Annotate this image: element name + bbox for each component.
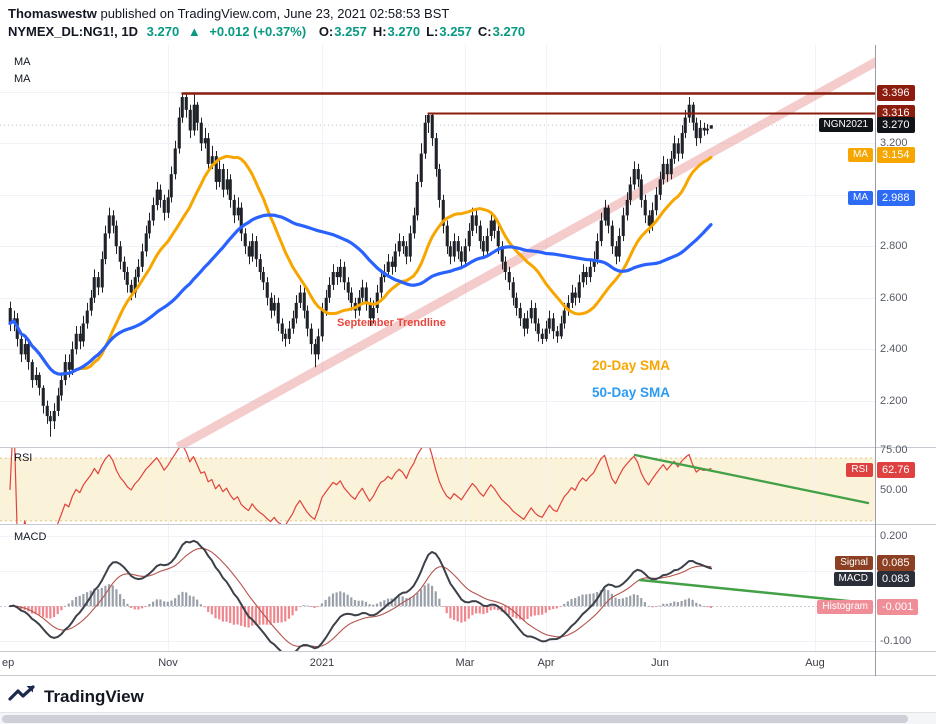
price-change: +0.012 (+0.37%) (209, 24, 307, 39)
pane-separator (0, 447, 936, 448)
sma50-annotation: 50-Day SMA (592, 385, 671, 400)
scrollbar-thumb[interactable] (2, 715, 908, 723)
ohlc-value: 3.270 (387, 24, 421, 39)
ohlc-label: L: (426, 24, 439, 39)
published-info: published on TradingView.com, June 23, 2… (96, 6, 450, 21)
author-link[interactable]: Thomaswestw (8, 6, 97, 21)
footer: TradingView (8, 684, 144, 709)
ohlc-label: O: (318, 24, 334, 39)
tradingview-brand-link[interactable]: TradingView (44, 686, 144, 706)
change-arrow-icon: ▲ (187, 24, 201, 39)
horizontal-scrollbar[interactable] (0, 712, 936, 724)
rsi-pane-label: RSI (14, 452, 33, 464)
pane-separator (0, 524, 936, 525)
tradingview-logo-icon[interactable] (8, 684, 36, 709)
trendline-annotation: September Trendline (337, 317, 446, 329)
ohlc-value: 3.257 (439, 24, 472, 39)
ma-legend-item: MA (14, 73, 31, 85)
header: Thomaswestw published on TradingView.com… (8, 5, 532, 41)
macd-pane-label: MACD (14, 531, 47, 543)
symbol-title: NYMEX_DL:NG1!, 1D (8, 24, 139, 39)
publish-line: Thomaswestw published on TradingView.com… (8, 5, 532, 22)
ohlc-value: 3.257 (334, 24, 367, 39)
price-chart-canvas[interactable] (0, 45, 875, 447)
symbol-line: NYMEX_DL:NG1!, 1D 3.270 ▲ +0.012 (+0.37%… (8, 23, 532, 41)
time-axis[interactable] (0, 652, 936, 675)
pane-separator (0, 675, 936, 676)
ma-legend: MA MA (14, 54, 31, 88)
ohlc-readout: O:3.257 H:3.270 L:3.257 C:3.270 (315, 24, 527, 39)
pane-separator (0, 651, 936, 652)
last-price: 3.270 (146, 24, 180, 39)
ohlc-value: 3.270 (492, 24, 526, 39)
ohlc-label: H: (372, 24, 387, 39)
price-scale-border (875, 45, 876, 676)
ohlc-label: C: (477, 24, 492, 39)
macd-panel-canvas[interactable] (0, 525, 875, 651)
ma-legend-item: MA (14, 56, 31, 68)
sma20-annotation: 20-Day SMA (592, 358, 671, 373)
rsi-panel-canvas[interactable] (0, 448, 875, 524)
price-scale[interactable] (876, 45, 936, 675)
